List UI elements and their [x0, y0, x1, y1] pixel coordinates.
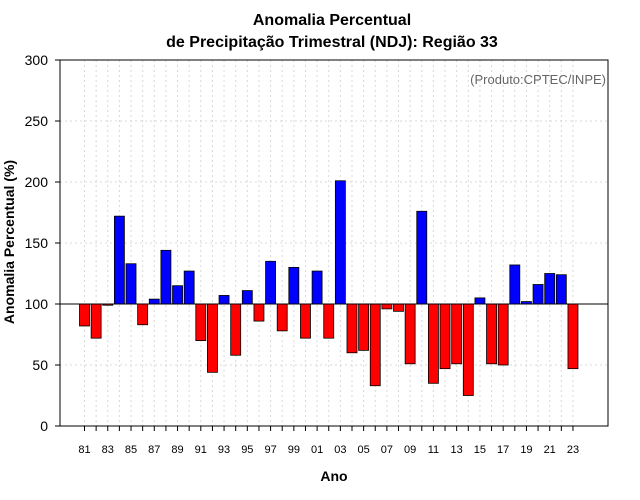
- bar-91: [195, 303, 207, 341]
- grid: [60, 60, 608, 426]
- x-tick-label: 91: [195, 444, 207, 456]
- x-tick-label: 19: [520, 444, 532, 456]
- x-tick-label: 11: [428, 444, 439, 456]
- x-tick-label: 13: [451, 444, 463, 456]
- x-tick-label: 95: [241, 444, 253, 456]
- bar-99: [288, 266, 300, 305]
- bar-84: [113, 215, 125, 305]
- bar-22: [555, 274, 567, 305]
- bar-06: [369, 303, 381, 387]
- y-tick-label: 150: [25, 235, 49, 251]
- x-tick-label: 17: [497, 444, 509, 456]
- bar-90: [183, 270, 195, 305]
- x-tick-label: 99: [288, 444, 300, 456]
- y-axis: 0 50 100 150 200 250 300: [25, 52, 60, 434]
- bar-21: [544, 273, 556, 305]
- bar-00: [300, 303, 311, 339]
- credit-text: (Produto:CPTEC/INPE): [470, 72, 606, 87]
- x-tick-label: 09: [404, 444, 416, 456]
- x-tick-label: 81: [78, 444, 90, 456]
- bar-17: [497, 303, 509, 366]
- bar-96: [253, 303, 265, 322]
- bar-01: [311, 270, 323, 305]
- bar-98: [276, 303, 288, 332]
- bars: [79, 180, 579, 396]
- x-tick-label: 87: [148, 444, 160, 456]
- x-tick-label: 15: [474, 444, 486, 456]
- bar-12: [439, 303, 451, 370]
- bar-93: [218, 295, 230, 305]
- bar-95: [241, 290, 253, 305]
- x-axis: 81 83 85 87 89 91 93 95 97 99 01 03 05 07 09 11 13 15 17 19…: [78, 426, 579, 456]
- y-tick-label: 50: [32, 357, 48, 373]
- bar-10: [416, 210, 428, 305]
- bar-81: [79, 303, 90, 327]
- bar-09: [404, 303, 416, 365]
- x-tick-label: 89: [171, 444, 183, 456]
- bar-82: [90, 303, 102, 339]
- bar-20: [532, 284, 544, 305]
- bar-03: [334, 180, 346, 305]
- bar-89: [172, 285, 183, 305]
- bar-97: [265, 260, 276, 305]
- x-tick-label: 01: [311, 444, 323, 456]
- y-tick-label: 0: [40, 418, 48, 434]
- x-tick-label: 97: [264, 444, 276, 456]
- bar-92: [207, 303, 218, 373]
- x-tick-label: 03: [334, 444, 346, 456]
- bar-16: [486, 303, 497, 365]
- bar-05: [358, 303, 370, 351]
- bar-86: [137, 303, 149, 326]
- bar-14: [462, 303, 474, 396]
- chart-title-line1: Anomalia Percentual: [253, 12, 411, 29]
- x-tick-label: 07: [381, 444, 393, 456]
- bar-13: [451, 303, 463, 365]
- x-tick-label: 85: [125, 444, 137, 456]
- x-tick-label: 05: [357, 444, 369, 456]
- bar-94: [230, 303, 242, 356]
- bar-08: [393, 303, 404, 312]
- bar-11: [427, 303, 439, 384]
- bar-87: [148, 298, 160, 305]
- x-tick-label: 21: [544, 444, 556, 456]
- y-axis-label: Anomalia Percentual (%): [1, 160, 17, 324]
- bar-23: [567, 303, 579, 370]
- x-tick-label: 93: [218, 444, 230, 456]
- x-tick-label: 83: [102, 444, 114, 456]
- x-tick-label: 23: [567, 444, 579, 456]
- bar-02: [323, 303, 335, 339]
- y-tick-label: 200: [25, 174, 49, 190]
- y-tick-label: 100: [25, 296, 49, 312]
- bar-07: [381, 303, 393, 310]
- bar-85: [125, 263, 137, 305]
- y-tick-label: 250: [25, 113, 49, 129]
- bar-88: [160, 249, 172, 305]
- bar-04: [346, 303, 358, 354]
- chart-title-line2: de Precipitação Trimestral (NDJ): Região…: [166, 34, 498, 51]
- x-axis-label: Ano: [320, 468, 347, 484]
- y-tick-label: 300: [25, 52, 49, 68]
- bar-18: [509, 264, 521, 305]
- bar-15: [474, 297, 486, 305]
